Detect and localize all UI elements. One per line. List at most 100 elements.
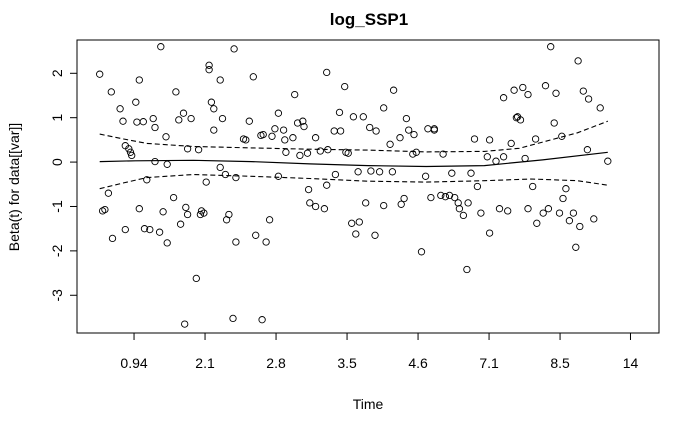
data-point-58 bbox=[230, 45, 238, 53]
data-point-179 bbox=[572, 243, 580, 251]
data-point-125 bbox=[412, 148, 420, 156]
data-point-59 bbox=[232, 173, 240, 182]
data-point-121 bbox=[402, 114, 411, 123]
data-point-49 bbox=[210, 105, 218, 113]
data-point-65 bbox=[252, 231, 260, 239]
data-point-88 bbox=[311, 202, 320, 211]
data-point-171 bbox=[550, 119, 558, 127]
data-point-156 bbox=[510, 86, 518, 94]
data-point-162 bbox=[524, 90, 532, 99]
data-point-19 bbox=[143, 176, 151, 184]
data-point-85 bbox=[304, 185, 313, 194]
data-point-78 bbox=[289, 134, 297, 142]
data-point-152 bbox=[499, 94, 508, 102]
data-point-139 bbox=[455, 205, 464, 213]
data-point-132 bbox=[437, 191, 445, 200]
data-point-102 bbox=[349, 113, 358, 121]
data-point-101 bbox=[348, 219, 356, 227]
data-point-119 bbox=[397, 200, 405, 208]
y-tick-label-2: -1 bbox=[49, 200, 65, 213]
data-point-161 bbox=[521, 154, 529, 163]
data-point-5 bbox=[108, 234, 117, 243]
data-point-176 bbox=[562, 185, 570, 193]
data-point-23 bbox=[151, 123, 159, 132]
data-point-120 bbox=[400, 194, 408, 203]
data-point-186 bbox=[596, 104, 604, 112]
data-point-50 bbox=[210, 126, 218, 134]
data-point-83 bbox=[300, 122, 308, 131]
data-point-100 bbox=[344, 149, 352, 157]
data-point-2 bbox=[101, 205, 109, 214]
data-point-89 bbox=[316, 147, 324, 155]
data-point-124 bbox=[410, 130, 418, 139]
data-point-13 bbox=[132, 98, 140, 106]
confidence-band-3 bbox=[99, 173, 608, 190]
data-point-172 bbox=[552, 89, 560, 97]
data-point-177 bbox=[565, 217, 574, 225]
data-point-147 bbox=[483, 153, 491, 161]
plot-frame bbox=[76, 39, 660, 334]
x-tick-label-6: 8.5 bbox=[550, 355, 570, 371]
smooth-fit-line-1 bbox=[99, 151, 608, 168]
data-point-136 bbox=[448, 169, 456, 177]
data-point-51 bbox=[216, 76, 224, 84]
data-point-173 bbox=[555, 209, 564, 217]
data-point-42 bbox=[196, 210, 205, 219]
data-point-95 bbox=[331, 170, 340, 179]
confidence-band-2 bbox=[99, 120, 608, 153]
data-point-69 bbox=[262, 238, 270, 246]
data-point-149 bbox=[485, 229, 494, 237]
data-point-48 bbox=[207, 98, 216, 106]
data-point-82 bbox=[299, 117, 307, 125]
data-point-74 bbox=[274, 172, 283, 180]
data-point-27 bbox=[162, 133, 170, 141]
data-point-33 bbox=[176, 220, 185, 228]
data-point-25 bbox=[157, 43, 165, 51]
data-point-91 bbox=[323, 68, 331, 77]
data-point-142 bbox=[464, 199, 472, 207]
data-point-104 bbox=[354, 168, 362, 176]
data-point-184 bbox=[584, 95, 593, 103]
data-point-145 bbox=[473, 182, 482, 191]
data-point-75 bbox=[279, 126, 288, 134]
data-point-40 bbox=[192, 274, 200, 283]
data-point-24 bbox=[155, 228, 164, 236]
data-point-185 bbox=[590, 215, 598, 223]
data-point-163 bbox=[524, 205, 532, 213]
data-point-138 bbox=[454, 199, 462, 207]
data-point-117 bbox=[389, 86, 398, 94]
y-axis-label: Beta(t) for data[[var]] bbox=[6, 123, 22, 251]
data-point-47 bbox=[205, 61, 213, 69]
data-point-108 bbox=[366, 123, 374, 132]
data-point-52 bbox=[216, 163, 224, 172]
data-point-45 bbox=[202, 178, 210, 186]
data-point-175 bbox=[559, 194, 567, 203]
data-point-150 bbox=[492, 157, 500, 165]
data-point-10 bbox=[125, 145, 133, 153]
data-point-183 bbox=[583, 146, 592, 154]
data-point-98 bbox=[341, 82, 349, 91]
data-point-133 bbox=[439, 150, 447, 158]
data-point-137 bbox=[451, 193, 459, 202]
data-point-92 bbox=[323, 181, 331, 189]
data-point-106 bbox=[359, 113, 367, 121]
y-axis: -3 -2 -1 0 1 2 bbox=[49, 69, 77, 301]
data-point-3 bbox=[104, 189, 113, 197]
data-point-126 bbox=[417, 248, 426, 256]
data-point-0 bbox=[96, 70, 104, 78]
data-point-151 bbox=[495, 205, 504, 213]
x-axis-label: Time bbox=[353, 396, 384, 412]
data-point-154 bbox=[504, 207, 512, 215]
data-point-62 bbox=[242, 136, 250, 144]
x-axis: 0.94 2.1 2.8 3.5 4.6 7.1 8.5 14 bbox=[120, 333, 638, 371]
data-point-22 bbox=[151, 157, 159, 166]
x-tick-label-2: 2.8 bbox=[266, 355, 286, 371]
data-point-6 bbox=[116, 105, 124, 113]
y-tick-label-4: 1 bbox=[49, 114, 65, 122]
data-point-114 bbox=[380, 201, 388, 210]
data-point-39 bbox=[187, 114, 195, 123]
data-point-140 bbox=[459, 211, 468, 220]
data-point-127 bbox=[421, 172, 430, 180]
data-point-81 bbox=[296, 151, 304, 160]
data-point-134 bbox=[441, 193, 450, 201]
